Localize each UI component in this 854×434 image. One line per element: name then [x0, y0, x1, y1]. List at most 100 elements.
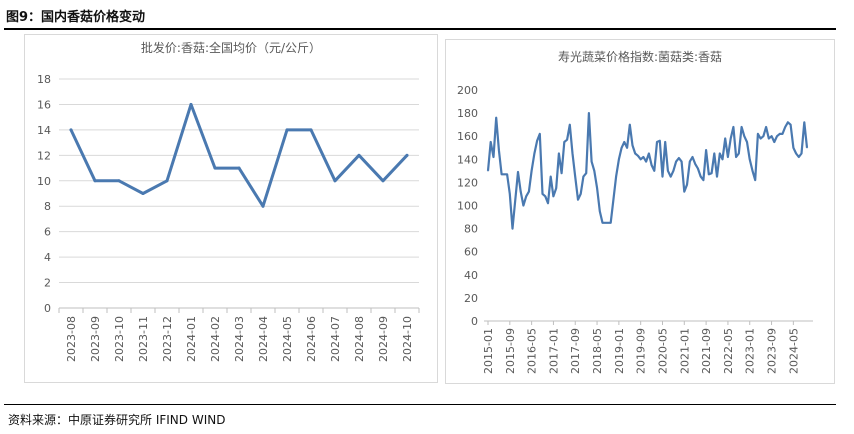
data-point	[779, 133, 781, 135]
data-point	[498, 149, 500, 151]
data-point	[667, 170, 669, 172]
data-point	[768, 137, 770, 140]
data-point	[309, 128, 313, 132]
data-point	[514, 199, 516, 201]
data-point	[141, 192, 145, 195]
top-rule	[4, 28, 836, 30]
x-tick-label: 2015-01	[482, 328, 495, 374]
data-point	[607, 222, 609, 224]
data-point	[713, 152, 715, 155]
data-point	[798, 156, 800, 158]
x-tick-label: 2021-09	[700, 328, 713, 374]
data-point	[490, 141, 492, 143]
y-tick-label: 16	[37, 98, 51, 111]
data-point	[770, 135, 773, 137]
data-point	[623, 141, 625, 143]
data-point	[746, 141, 748, 143]
x-tick-label: 2024-10	[401, 316, 414, 362]
y-tick-label: 10	[37, 175, 51, 188]
data-point	[631, 144, 634, 147]
data-point	[588, 112, 590, 114]
data-point	[601, 222, 604, 224]
data-point	[650, 164, 653, 166]
data-point	[539, 133, 541, 135]
data-point	[675, 161, 677, 163]
data-point	[555, 187, 557, 189]
y-tick-label: 0	[44, 302, 51, 315]
data-point	[724, 137, 726, 140]
data-point	[716, 176, 718, 178]
data-point	[517, 171, 519, 173]
data-point	[700, 176, 702, 178]
data-point	[642, 156, 645, 158]
data-point	[541, 193, 544, 195]
data-point	[689, 161, 691, 163]
y-tick-label: 60	[464, 246, 478, 259]
data-point	[735, 156, 737, 158]
data-point	[69, 128, 73, 132]
x-tick-label: 2023-12	[161, 316, 174, 362]
wholesale-price-chart: 批发价:香菇:全国均价（元/公斤） 0 2 4 6 8 10 12 14 16 18 2023-08 2…	[37, 40, 420, 362]
x-tick-label: 2024-01	[185, 316, 198, 362]
data-point	[754, 179, 756, 181]
data-point	[503, 173, 505, 175]
data-point	[333, 179, 337, 183]
y-tick-label: 100	[457, 200, 478, 213]
data-point	[580, 193, 582, 195]
data-point	[547, 202, 549, 204]
y-tick-label: 160	[457, 130, 478, 143]
data-point	[501, 173, 503, 175]
data-point	[629, 124, 631, 126]
x-tick-label: 2023-10	[113, 316, 126, 362]
chart-title: 批发价:香菇:全国均价（元/公斤）	[141, 40, 321, 55]
data-point	[213, 166, 217, 170]
data-point	[806, 147, 808, 149]
bottom-rule	[4, 404, 836, 405]
data-point	[237, 166, 241, 170]
data-point	[757, 133, 759, 135]
y-tick-label: 14	[37, 124, 51, 137]
data-point	[640, 158, 642, 160]
x-tick-label: 2017-09	[569, 328, 582, 374]
data-point	[743, 135, 745, 137]
data-point	[730, 137, 732, 140]
data-point	[751, 170, 754, 172]
data-point	[702, 179, 704, 181]
data-point	[615, 176, 617, 178]
data-point	[680, 161, 683, 163]
x-tick-label: 2024-02	[209, 316, 222, 362]
y-tick-label: 80	[464, 223, 478, 236]
data-point	[93, 179, 97, 183]
data-point	[670, 176, 672, 178]
data-point	[591, 161, 593, 163]
data-point	[694, 163, 696, 165]
x-tick-label: 2023-11	[137, 316, 150, 362]
x-tick-label: 2019-09	[635, 328, 648, 374]
y-tick-label: 0	[471, 315, 478, 328]
figure-title: 图9：国内香菇价格变动	[6, 10, 146, 25]
data-point	[653, 170, 655, 172]
data-point	[656, 141, 658, 143]
data-point	[522, 204, 525, 207]
data-point	[525, 195, 527, 197]
x-tick-label: 2023-09	[89, 316, 102, 362]
data-point	[691, 156, 694, 158]
data-point	[762, 135, 764, 137]
data-point	[618, 158, 620, 160]
x-tick-label: 2023-08	[65, 316, 78, 362]
data-point	[790, 124, 792, 126]
data-point	[550, 176, 552, 178]
data-point	[710, 172, 713, 174]
data-point	[732, 126, 734, 128]
data-point	[620, 147, 623, 149]
data-point	[520, 191, 522, 193]
data-point	[661, 176, 664, 178]
data-point	[781, 133, 784, 135]
data-point	[705, 149, 707, 151]
data-point	[561, 172, 563, 174]
x-tick-label: 2021-01	[678, 328, 691, 374]
data-point	[738, 152, 740, 155]
data-point	[405, 153, 409, 157]
data-point	[563, 141, 565, 143]
data-point	[381, 179, 385, 183]
